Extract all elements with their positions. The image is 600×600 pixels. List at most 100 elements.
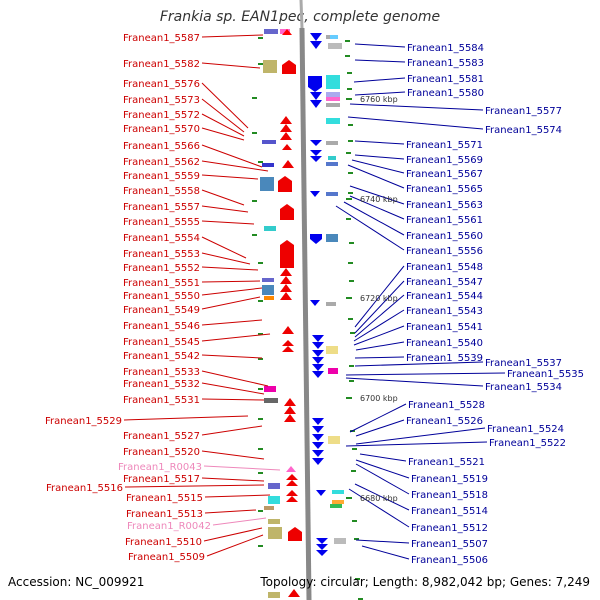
left-leader-line: [204, 494, 271, 498]
right-leader-line: [335, 205, 405, 251]
gene-box: [264, 226, 276, 231]
left-gene-label: Franean1_5572: [123, 110, 200, 121]
left-leader-line: [201, 266, 259, 271]
gene-box: [260, 177, 274, 191]
right-gene-label: Franean1_5537: [485, 358, 562, 369]
left-leader-line: [201, 174, 259, 180]
left-gene-label: Franean1_5527: [123, 431, 200, 442]
left-gene-label: Franean1_5549: [123, 305, 200, 316]
gene-features: [260, 29, 346, 598]
forward-gene-arrow: [286, 466, 296, 472]
gene-box: [264, 398, 278, 403]
reverse-gene-arrow: [312, 350, 324, 357]
axis-tick: [252, 97, 257, 99]
left-gene-label: Franean1_5562: [123, 157, 200, 168]
left-gene-label: Franean1_5559: [123, 171, 200, 182]
right-leader-line: [361, 545, 410, 560]
forward-gene-block: [280, 240, 294, 268]
right-gene-label: Franean1_5544: [406, 291, 483, 302]
reverse-gene-arrow: [312, 342, 324, 349]
left-gene-label: Franean1_5573: [123, 95, 200, 106]
axis-tick: [349, 280, 354, 282]
right-leader-line: [345, 377, 484, 387]
axis-tick: [258, 545, 263, 547]
right-gene-label: Franean1_5556: [406, 246, 483, 257]
gene-box: [262, 163, 274, 167]
left-leader-line: [201, 280, 261, 283]
right-leader-line: [345, 372, 506, 376]
axis-tick: [350, 332, 355, 334]
left-leader-line: [201, 477, 265, 482]
left-leader-line: [204, 509, 257, 514]
reverse-gene-arrow: [310, 300, 320, 306]
left-leader-line: [206, 534, 264, 557]
left-leader-line: [201, 113, 245, 137]
right-gene-label: Franean1_5518: [411, 490, 488, 501]
right-gene-label: Franean1_5543: [406, 306, 483, 317]
forward-gene-arrow: [286, 496, 298, 502]
forward-gene-arrow: [280, 132, 292, 140]
forward-gene-arrow: [282, 144, 292, 150]
axis-tick: [347, 88, 352, 90]
gene-box: [330, 504, 342, 508]
right-leader-line: [354, 59, 406, 63]
forward-gene-arrow: [282, 346, 294, 352]
axis-tick: [258, 448, 263, 450]
left-gene-label: Franean1_5587: [123, 33, 200, 44]
axis-tick: [258, 388, 263, 390]
axis-tick: [258, 358, 263, 360]
axis-tick: [354, 538, 359, 540]
gene-box: [328, 43, 342, 49]
gene-box: [326, 97, 340, 101]
axis-tick: [258, 333, 263, 335]
reverse-gene-arrow: [316, 550, 328, 556]
axis-tick: [348, 124, 353, 126]
right-gene-label: Franean1_5581: [407, 74, 484, 85]
axis-tick: [358, 598, 363, 600]
axis-tick: [345, 40, 350, 42]
left-leader-line: [201, 160, 269, 172]
gene-box: [334, 538, 346, 544]
right-leader-line: [349, 403, 407, 433]
left-leader-line: [201, 370, 269, 387]
right-gene-label: Franean1_5583: [407, 58, 484, 69]
left-gene-label: Franean1_5529: [45, 416, 122, 427]
right-gene-label: Franean1_5548: [406, 262, 483, 273]
reverse-gene-arrow: [316, 544, 328, 550]
forward-gene-arrow: [280, 124, 292, 132]
left-leader-line: [201, 127, 245, 141]
left-gene-label: Franean1_5546: [123, 321, 200, 332]
axis-tick: [348, 192, 353, 194]
forward-gene-block: [280, 204, 294, 220]
left-leader-line: [212, 517, 267, 526]
reverse-gene-arrow: [310, 100, 322, 108]
gene-box: [264, 506, 274, 510]
gene-box: [326, 103, 340, 107]
left-leader-line: [201, 144, 263, 168]
kbp-label: 6740 kbp: [360, 195, 398, 204]
right-leader-line: [354, 265, 405, 328]
topology-label: Topology: circular; Length: 8,982,042 bp…: [260, 575, 590, 589]
axis-tick: [355, 578, 360, 580]
right-leader-line: [353, 77, 406, 83]
left-gene-label: Franean1_5570: [123, 124, 200, 135]
right-gene-label: Franean1_5580: [407, 88, 484, 99]
right-gene-label: Franean1_5521: [408, 457, 485, 468]
left-gene-label: Franean1_5533: [123, 367, 200, 378]
right-leader-lines: [335, 43, 506, 560]
left-leader-line: [201, 98, 245, 133]
kbp-labels: 6760 kbp 6740 kbp 6720 kbp 6700 kbp 6680 kbp: [346, 95, 398, 503]
axis-tick: [352, 448, 357, 450]
forward-gene-arrow: [280, 116, 292, 124]
forward-gene-arrow: [282, 326, 294, 334]
reverse-gene-arrow: [316, 538, 328, 544]
axis-tick: [258, 63, 263, 65]
right-gene-label: Franean1_5547: [406, 277, 483, 288]
right-gene-label: Franean1_5506: [411, 555, 488, 566]
axis-tick: [349, 242, 354, 244]
axis-tick: [348, 140, 353, 142]
forward-gene-arrow: [280, 292, 292, 300]
reverse-gene-arrow: [312, 458, 324, 465]
gene-box: [262, 140, 276, 144]
